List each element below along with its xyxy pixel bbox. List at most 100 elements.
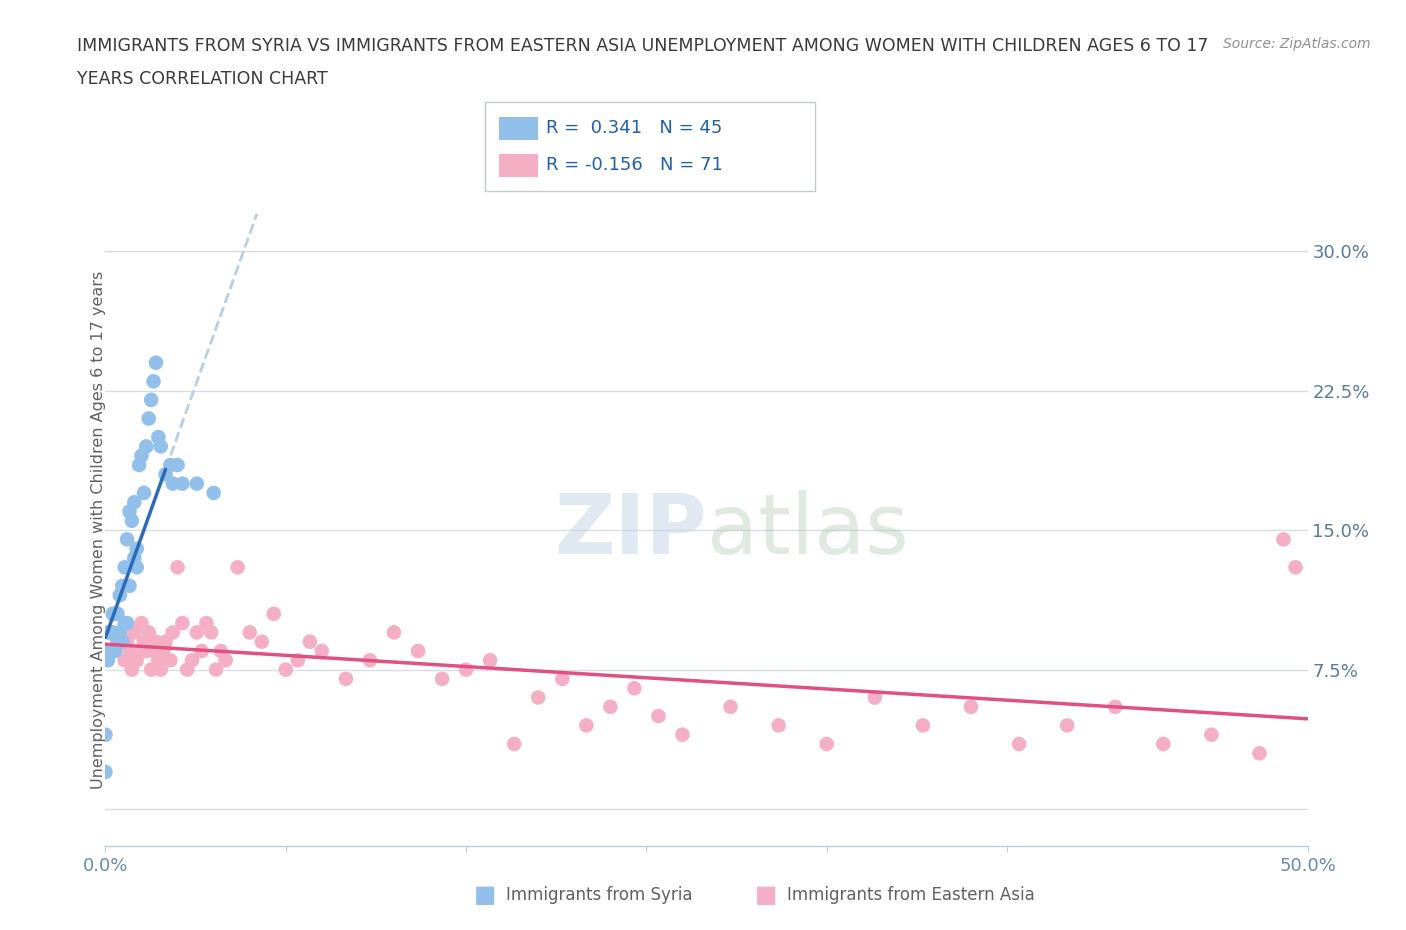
Point (98, 625, 121, 640)
Point (186, 625, 208, 640)
Point (155, 634, 177, 649)
Point (132, 634, 155, 649)
Point (149, 439, 172, 454)
Point (720, 699, 742, 714)
Point (671, 727, 693, 742)
Text: YEARS CORRELATION CHART: YEARS CORRELATION CHART (77, 70, 328, 87)
Point (181, 653, 204, 668)
Point (98, 644, 121, 658)
Point (94, 727, 117, 742)
Point (101, 625, 124, 640)
Point (599, 699, 621, 714)
Point (172, 616, 194, 631)
Text: ■: ■ (755, 883, 778, 907)
Point (335, 671, 357, 686)
Point (166, 458, 188, 472)
Point (108, 588, 131, 603)
Point (148, 653, 170, 668)
Point (911, 718, 934, 733)
Text: R =  0.341   N = 45: R = 0.341 N = 45 (546, 119, 721, 137)
Point (527, 690, 550, 705)
Point (128, 644, 150, 658)
Point (139, 662, 162, 677)
Text: Immigrants from Eastern Asia: Immigrants from Eastern Asia (787, 885, 1035, 904)
Point (149, 662, 172, 677)
Point (108, 625, 131, 640)
Text: R = -0.156   N = 71: R = -0.156 N = 71 (546, 156, 723, 174)
Point (138, 411, 160, 426)
Point (115, 616, 138, 631)
Point (176, 662, 198, 677)
Point (118, 578, 141, 593)
Point (142, 374, 165, 389)
Point (115, 634, 138, 649)
Point (454, 662, 477, 677)
Point (186, 476, 208, 491)
Point (121, 662, 143, 677)
Point (131, 616, 153, 631)
Point (815, 737, 838, 751)
Point (118, 644, 141, 658)
Point (104, 606, 127, 621)
Point (142, 644, 165, 658)
Point (647, 709, 669, 724)
Point (135, 439, 157, 454)
Point (202, 485, 225, 500)
Point (125, 560, 148, 575)
Point (97, 653, 120, 668)
Point (250, 634, 273, 649)
Point (172, 476, 194, 491)
Point (863, 690, 886, 705)
Point (135, 644, 157, 658)
Point (159, 458, 181, 472)
Point (152, 644, 174, 658)
Point (239, 625, 262, 640)
Point (551, 671, 574, 686)
Point (104, 606, 127, 621)
Text: IMMIGRANTS FROM SYRIA VS IMMIGRANTS FROM EASTERN ASIA UNEMPLOYMENT AMONG WOMEN W: IMMIGRANTS FROM SYRIA VS IMMIGRANTS FROM… (77, 37, 1209, 55)
Point (104, 644, 127, 658)
Point (101, 606, 124, 621)
Point (118, 504, 141, 519)
Point (139, 392, 162, 407)
Point (107, 606, 129, 621)
Point (145, 634, 167, 649)
Point (274, 662, 297, 677)
Point (195, 616, 218, 631)
Point (1056, 718, 1078, 733)
Point (132, 485, 155, 500)
Point (406, 644, 429, 658)
Point (111, 578, 134, 593)
Point (111, 634, 134, 649)
Point (1249, 746, 1271, 761)
Point (97, 625, 120, 640)
Point (1201, 727, 1223, 742)
Point (125, 653, 148, 668)
Point (115, 532, 138, 547)
Point (190, 644, 212, 658)
Y-axis label: Unemployment Among Women with Children Ages 6 to 17 years: Unemployment Among Women with Children A… (91, 271, 105, 790)
Point (159, 653, 181, 668)
Point (960, 699, 983, 714)
Point (124, 551, 146, 565)
Point (382, 625, 405, 640)
Point (575, 718, 598, 733)
Point (128, 458, 150, 472)
Point (94, 764, 117, 779)
Point (114, 560, 136, 575)
Point (166, 560, 188, 575)
Point (101, 644, 124, 658)
Point (1284, 560, 1306, 575)
Text: ■: ■ (474, 883, 496, 907)
Point (162, 476, 184, 491)
Point (107, 634, 129, 649)
Point (623, 681, 645, 696)
Point (131, 448, 153, 463)
Text: atlas: atlas (707, 489, 908, 571)
Point (503, 737, 526, 751)
Text: Source: ZipAtlas.com: Source: ZipAtlas.com (1223, 37, 1371, 51)
Point (1104, 699, 1126, 714)
Point (138, 625, 160, 640)
Point (121, 513, 143, 528)
Text: ZIP: ZIP (554, 489, 707, 571)
